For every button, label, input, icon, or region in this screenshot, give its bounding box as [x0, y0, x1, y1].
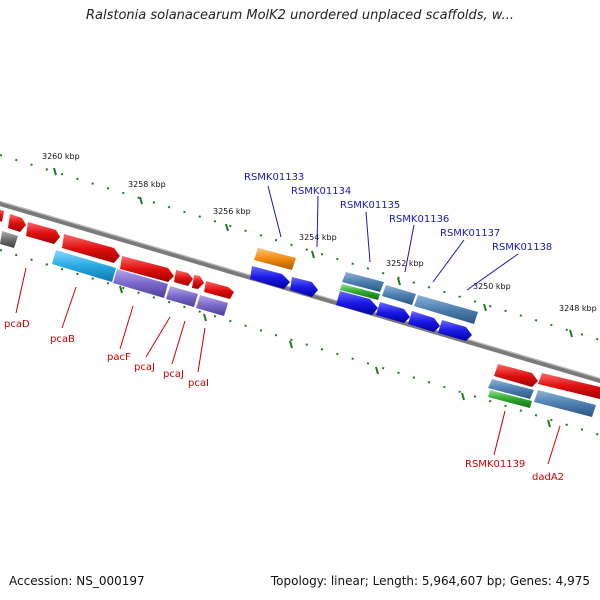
- gene-label-pcaI[interactable]: pcaI: [188, 378, 209, 389]
- gene-blue-RSMK01134[interactable]: [290, 277, 318, 297]
- gene-group-upper-left: [0, 209, 234, 299]
- gene-red-right-2[interactable]: [538, 373, 600, 399]
- gene-purple-3[interactable]: [196, 295, 228, 316]
- tick-label-3252: 3252 kbp: [386, 259, 424, 268]
- tick-label-3256: 3256 kbp: [213, 207, 251, 216]
- tick-label-3260: 3260 kbp: [42, 152, 80, 161]
- gene-label-RSMK01137[interactable]: RSMK01137: [440, 228, 500, 239]
- gene-steel-RSMK01139[interactable]: [488, 379, 534, 399]
- gene-blue-2[interactable]: [336, 291, 378, 315]
- gene-blue-1[interactable]: [250, 266, 290, 289]
- gene-label-RSMK01138[interactable]: RSMK01138: [492, 242, 552, 253]
- gene-orange-RSMK01133[interactable]: [254, 248, 296, 270]
- leader-lines-red: [15, 267, 561, 465]
- gene-blue-RSMK01138[interactable]: [438, 320, 472, 341]
- gene-green-2[interactable]: [488, 390, 532, 408]
- gene-steel-RSMK01137[interactable]: [414, 295, 478, 324]
- gene-gray[interactable]: [0, 231, 18, 248]
- gene-red-pcaB[interactable]: [62, 234, 120, 263]
- accession-text: Accession: NS_000197: [9, 574, 145, 588]
- tick-label-3250: 3250 kbp: [473, 282, 511, 291]
- gene-label-pcaJ-2[interactable]: pcaJ: [163, 369, 184, 380]
- gene-red-pcaI[interactable]: [204, 281, 234, 299]
- gene-red-2[interactable]: [8, 214, 26, 232]
- gene-label-RSMK01139[interactable]: RSMK01139: [465, 459, 525, 470]
- gene-label-pcaD[interactable]: pcaD: [4, 319, 30, 330]
- gene-red-edge[interactable]: [0, 209, 4, 222]
- gene-red-small-1[interactable]: [174, 270, 193, 286]
- gene-cyan-pcaB[interactable]: [52, 250, 116, 282]
- tick-label-3258: 3258 kbp: [128, 180, 166, 189]
- gene-label-pacF[interactable]: pacF: [107, 352, 131, 363]
- gene-steel-dadA2[interactable]: [534, 390, 596, 417]
- gene-label-pcaB[interactable]: pcaB: [50, 334, 75, 345]
- gene-green-1[interactable]: [340, 284, 380, 300]
- gene-purple-2[interactable]: [166, 286, 198, 307]
- gene-label-RSMK01133[interactable]: RSMK01133: [244, 172, 304, 183]
- gene-label-RSMK01135[interactable]: RSMK01135: [340, 200, 400, 211]
- gene-label-dadA2[interactable]: dadA2: [532, 472, 564, 483]
- gene-steel-RSMK01135[interactable]: [342, 272, 384, 292]
- gene-red-right-1[interactable]: [494, 364, 538, 387]
- gene-label-RSMK01136[interactable]: RSMK01136: [389, 214, 449, 225]
- topology-text: Topology: linear; Length: 5,964,607 bp; …: [270, 574, 590, 588]
- gene-label-pcaJ[interactable]: pcaJ: [134, 362, 155, 373]
- tick-row-lower: [0, 249, 600, 436]
- gene-red-3[interactable]: [26, 222, 60, 244]
- gene-steel-RSMK01136[interactable]: [382, 285, 416, 305]
- gene-group-right: [488, 364, 600, 417]
- major-ticks: [53, 167, 573, 428]
- tick-label-3248: 3248 kbp: [559, 304, 597, 313]
- gene-red-small-2[interactable]: [192, 275, 204, 289]
- gene-label-RSMK01134[interactable]: RSMK01134: [291, 186, 351, 197]
- gene-group-lower-left: [52, 250, 228, 316]
- gene-group-middle: [250, 248, 478, 341]
- gene-red-pacF[interactable]: [120, 256, 174, 282]
- map-title: Ralstonia solanacearum MolK2 unordered u…: [85, 8, 514, 23]
- gene-blue-3[interactable]: [376, 302, 410, 323]
- gene-purple-1[interactable]: [113, 269, 168, 298]
- gene-blue-4[interactable]: [408, 311, 440, 332]
- tick-label-3254: 3254 kbp: [299, 233, 337, 242]
- leader-lines-blue: [267, 185, 519, 291]
